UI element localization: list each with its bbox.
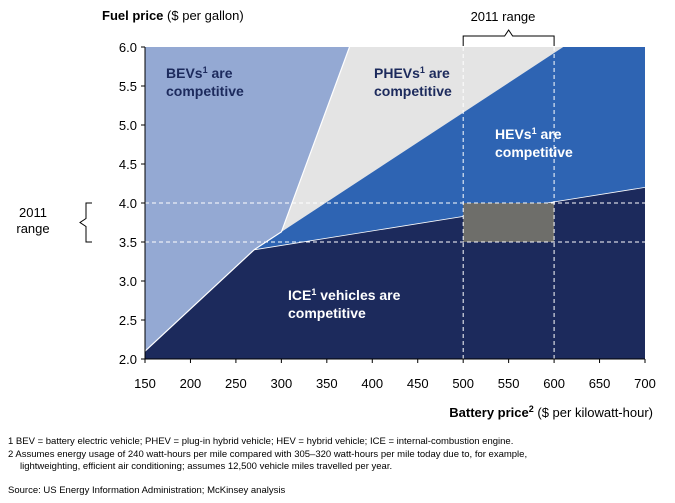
ice-region-label-line1: ICE1 vehicles are <box>288 287 401 303</box>
chart-figure: 150 200 250 300 350 400 450 500 550 600 650 700 2.0… <box>16 8 656 420</box>
x-tick-label: 250 <box>225 376 247 391</box>
range-2011-top-label: 2011 range <box>471 9 536 24</box>
phev-region-label-line1: PHEVs1 are <box>374 65 450 81</box>
range-2011-left-bracket <box>79 202 92 243</box>
ice-boundary-line <box>254 187 646 251</box>
axes <box>141 46 646 363</box>
x-tick-label: 350 <box>316 376 338 391</box>
bev-region-label-line1: BEVs1 are <box>166 65 233 81</box>
y-tick-label: 3.0 <box>119 274 137 289</box>
x-tick-label: 150 <box>134 376 156 391</box>
ice-region-label-line2: competitive <box>288 305 366 321</box>
range-2011-top-bracket <box>462 29 555 46</box>
source-note: Source: US Energy Information Administra… <box>8 485 286 496</box>
bev-boundary-line <box>144 46 351 352</box>
x-tick-label: 450 <box>407 376 429 391</box>
range-2011-left-label-line1: 2011 <box>19 205 47 220</box>
range-2011-dashed-lines <box>145 47 645 359</box>
y-tick-label: 5.5 <box>119 79 137 94</box>
hev-region-label-line1: HEVs1 are <box>495 126 562 142</box>
x-tick-label: 600 <box>543 376 565 391</box>
y-tick-labels: 2.0 2.5 3.0 3.5 4.0 4.5 5.0 5.5 6.0 <box>119 40 137 367</box>
footnote-1: 1 BEV = battery electric vehicle; PHEV =… <box>8 436 514 447</box>
x-tick-label: 650 <box>589 376 611 391</box>
y-axis-title: Fuel price ($ per gallon) <box>102 8 244 23</box>
y-tick-label: 3.5 <box>119 235 137 250</box>
y-tick-label: 6.0 <box>119 40 137 55</box>
range-2011-left-label-line2: range <box>16 221 49 236</box>
footnote-2-line2: lightweighting, efficient air conditioni… <box>20 461 393 472</box>
x-tick-label: 550 <box>498 376 520 391</box>
range-2011-overlap <box>463 203 555 242</box>
footnote-2-line1: 2 Assumes energy usage of 240 watt-hours… <box>8 449 528 460</box>
y-tick-label: 2.5 <box>119 313 137 328</box>
x-tick-label: 200 <box>180 376 202 391</box>
y-tick-label: 4.5 <box>119 157 137 172</box>
x-axis-title: Battery price2 ($ per kilowatt-hour) <box>449 404 653 420</box>
y-tick-label: 4.0 <box>119 196 137 211</box>
hev-region-label-line2: competitive <box>495 144 573 160</box>
x-tick-label: 700 <box>634 376 656 391</box>
y-tick-label: 2.0 <box>119 352 137 367</box>
x-tick-label: 400 <box>361 376 383 391</box>
bev-region <box>145 47 350 359</box>
phev-region-label-line2: competitive <box>374 83 452 99</box>
bev-region-label-line2: competitive <box>166 83 244 99</box>
y-tick-label: 5.0 <box>119 118 137 133</box>
x-tick-labels: 150 200 250 300 350 400 450 500 550 600 650 700 <box>134 376 656 391</box>
x-tick-label: 300 <box>271 376 293 391</box>
hev-region <box>254 47 645 250</box>
x-tick-label: 500 <box>452 376 474 391</box>
